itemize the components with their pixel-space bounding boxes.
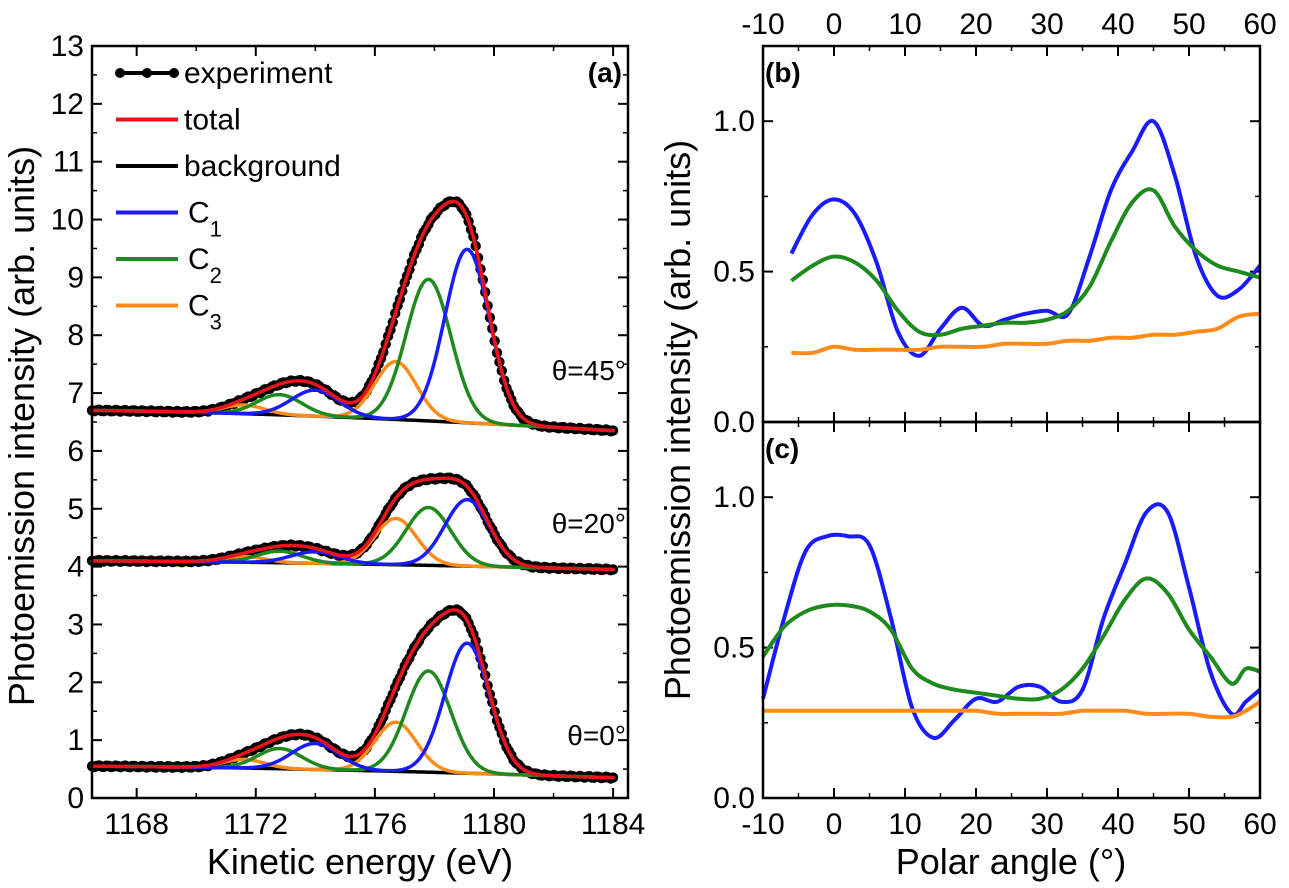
panel-b: 0.0 0.5 1.0 -10 0 10 20 30 40 50 60 (b) [713,8,1276,439]
x-tick-label: 60 [1243,808,1276,841]
legend-label: C1 [188,197,222,242]
x-axis-title: Kinetic energy (eV) [207,841,513,882]
c1-line [789,118,1262,358]
legend-marker [142,68,152,78]
plot-frame-c [761,420,1262,800]
x-tick-label: 40 [1101,808,1134,841]
spectrum-group: θ=0° [86,604,626,784]
x-tick-label: 30 [1030,808,1063,841]
legend-label-main: background [184,150,341,183]
spectrum-group: θ=20° [86,472,626,576]
legend-label-main: C [188,290,210,323]
total-line [90,608,615,780]
y-tick-label: 1 [67,724,84,757]
c3-line [791,311,1261,356]
x-tick-label: 1168 [104,808,169,841]
legend-label: experiment [184,57,333,90]
x-top-tick-label: 30 [1030,8,1063,41]
y-axis-title: Photoemission intensity (arb. units) [657,140,698,700]
x-tick-label: 1176 [343,808,408,841]
total-line [90,476,615,572]
legend-label: C2 [188,243,222,288]
y-tick-label: 3 [67,608,84,641]
x-tick-label: 1172 [224,808,289,841]
total-line [90,199,615,433]
y-tick-label: 0 [67,782,84,815]
legend-marker [115,68,125,78]
panel-label-c: (c) [765,433,799,464]
y-tick-label: 0.5 [713,256,755,289]
legend-label-sub: 2 [210,263,222,288]
c2-line [761,576,1261,702]
y-tick-label: 7 [67,377,84,410]
y-tick-label: 9 [67,261,84,294]
panel-label-a: (a) [588,57,622,88]
experiment-points [86,196,619,437]
legend-label-main: C [188,243,210,276]
c1-line [761,502,1262,740]
spectrum-group: θ=45° [86,196,626,437]
y-tick-label: 0.0 [713,782,755,815]
angle-label: θ=20° [552,508,626,539]
x-tick-label: 1184 [581,808,646,841]
y-tick-label: 0.0 [713,406,755,439]
x-top-tick-label: -10 [741,8,784,41]
y-tick-label: 5 [67,493,84,526]
x-tick-label: 10 [888,808,921,841]
x-tick-label: 0 [826,808,843,841]
x-top-tick-label: 10 [888,8,921,41]
legend-marker [169,68,179,78]
legend-label-main: C [188,197,210,230]
plot-frame-b [761,44,1262,424]
legend-label-main: experiment [184,57,333,90]
x-tick-label: 50 [1172,808,1205,841]
legend-label: background [184,150,341,183]
y-tick-label: 6 [67,435,84,468]
y-tick-label: 1.0 [713,481,755,514]
x-top-tick-label: 40 [1101,8,1134,41]
x-top-tick-label: 0 [826,8,843,41]
x-top-tick-label: 50 [1172,8,1205,41]
x-tick-label: 1180 [462,808,527,841]
plot-frame-a [90,44,630,800]
x-tick-label: -10 [741,808,784,841]
y-tick-label: 10 [51,204,84,237]
x-tick-label: 20 [959,808,992,841]
legend-label-sub: 3 [210,310,222,335]
y-tick-label: 8 [67,319,84,352]
panel-label-b: (b) [765,57,801,88]
c2-line [790,187,1261,338]
y-tick-label: 4 [67,551,84,584]
y-tick-label: 12 [51,88,84,121]
angle-label: θ=45° [552,355,626,386]
y-tick-label: 2 [67,666,84,699]
y-axis-title: Photoemission intensity (arb. units) [1,146,42,706]
y-tick-label: 13 [51,30,84,63]
y-tick-label: 0.5 [713,632,755,665]
legend-label-main: total [184,104,241,137]
x-axis-title: Polar angle (°) [896,841,1127,882]
c3-line [762,700,1262,720]
x-top-tick-label: 60 [1243,8,1276,41]
legend-label-sub: 1 [210,217,222,242]
legend-label: total [184,104,241,137]
x-top-tick-label: 20 [959,8,992,41]
legend-label: C3 [188,290,222,335]
y-tick-label: 11 [53,146,84,179]
panel-c: 0.0 0.5 1.0 -10 0 10 20 30 40 50 60 (c) Polar angle … [657,140,1277,882]
y-tick-label: 1.0 [713,105,755,138]
angle-label: θ=0° [567,720,626,751]
